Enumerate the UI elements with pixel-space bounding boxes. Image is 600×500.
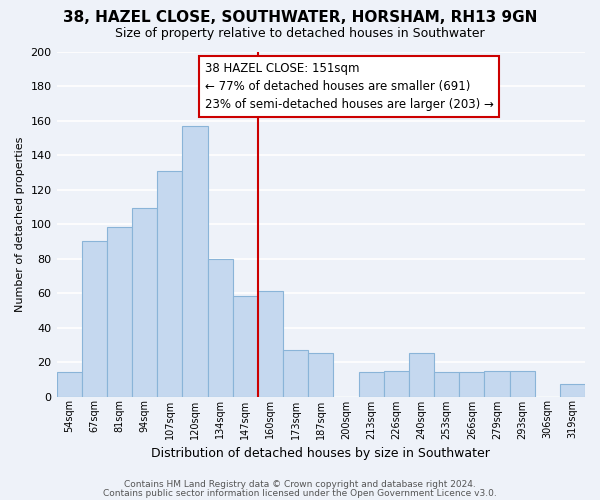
Bar bbox=[82, 242, 107, 396]
Bar bbox=[509, 370, 535, 396]
Bar bbox=[56, 372, 82, 396]
Text: Contains public sector information licensed under the Open Government Licence v3: Contains public sector information licen… bbox=[103, 489, 497, 498]
Bar bbox=[182, 126, 208, 396]
Bar bbox=[359, 372, 383, 396]
Bar bbox=[459, 372, 484, 396]
Bar bbox=[258, 292, 283, 397]
Bar bbox=[484, 370, 509, 396]
Y-axis label: Number of detached properties: Number of detached properties bbox=[15, 136, 25, 312]
Bar bbox=[208, 258, 233, 396]
Text: 38 HAZEL CLOSE: 151sqm
← 77% of detached houses are smaller (691)
23% of semi-de: 38 HAZEL CLOSE: 151sqm ← 77% of detached… bbox=[205, 62, 493, 111]
Bar bbox=[383, 370, 409, 396]
Text: Contains HM Land Registry data © Crown copyright and database right 2024.: Contains HM Land Registry data © Crown c… bbox=[124, 480, 476, 489]
Bar bbox=[157, 170, 182, 396]
Bar bbox=[283, 350, 308, 397]
Bar bbox=[308, 354, 334, 397]
Bar bbox=[434, 372, 459, 396]
Text: 38, HAZEL CLOSE, SOUTHWATER, HORSHAM, RH13 9GN: 38, HAZEL CLOSE, SOUTHWATER, HORSHAM, RH… bbox=[63, 10, 537, 25]
Bar bbox=[132, 208, 157, 396]
X-axis label: Distribution of detached houses by size in Southwater: Distribution of detached houses by size … bbox=[151, 447, 490, 460]
Bar bbox=[107, 228, 132, 396]
Bar bbox=[560, 384, 585, 396]
Bar bbox=[233, 296, 258, 396]
Text: Size of property relative to detached houses in Southwater: Size of property relative to detached ho… bbox=[115, 28, 485, 40]
Bar bbox=[409, 354, 434, 397]
